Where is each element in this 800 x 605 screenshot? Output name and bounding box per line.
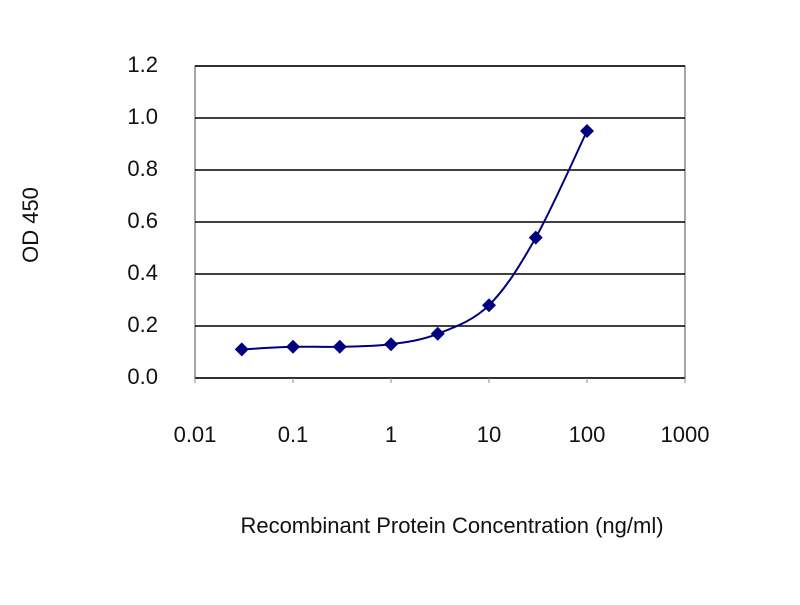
x-tick-label: 1000 [661,422,710,447]
x-tick-label: 100 [569,422,606,447]
x-axis-label: Recombinant Protein Concentration (ng/ml… [240,513,663,538]
data-point [482,298,496,313]
data-point [332,339,347,354]
data-point [528,230,543,245]
y-tick-label: 1.2 [127,52,158,77]
data-point [286,339,300,354]
y-tick-label: 0.4 [127,260,158,285]
x-tick-label: 1 [385,422,397,447]
data-point [580,124,594,138]
data-point [430,326,445,341]
y-tick-label: 0.6 [127,208,158,233]
data-point [384,337,398,352]
y-tick-label: 0.2 [127,312,158,337]
x-tick-label: 0.01 [174,422,217,447]
x-tick-label: 10 [477,422,501,447]
x-tick-label: 0.1 [278,422,309,447]
data-point [234,342,249,357]
y-tick-label: 1.0 [127,104,158,129]
y-tick-label: 0.8 [127,156,158,181]
y-axis-label: OD 450 [18,187,43,263]
y-tick-label: 0.0 [127,364,158,389]
